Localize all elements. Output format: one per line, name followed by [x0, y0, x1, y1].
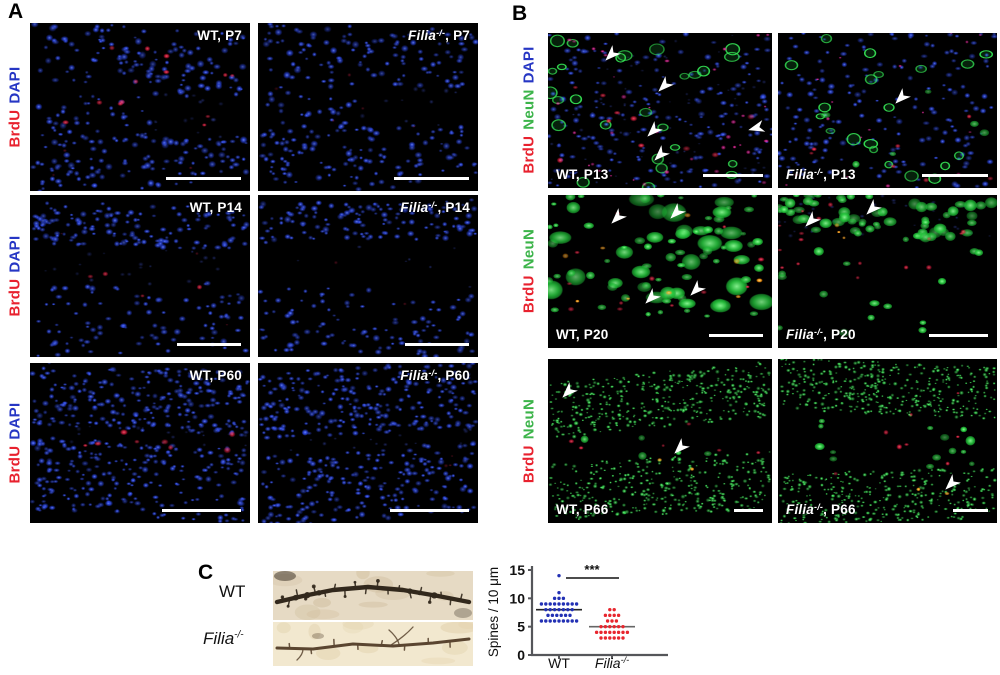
- scale-bar: [390, 509, 469, 512]
- svg-text:10: 10: [509, 590, 525, 606]
- stain-label: BrdUDAPI: [6, 66, 24, 148]
- micrograph-b-wt-p66: WT, P66: [548, 359, 772, 523]
- micrograph-label: WT, P60: [189, 368, 242, 383]
- dendrite-image-wt: [273, 571, 473, 620]
- stain-label: BrdUDAPI: [6, 402, 24, 484]
- stain-label: BrdUNeuN: [520, 228, 538, 314]
- scale-bar: [166, 177, 241, 180]
- micrograph-label: WT, P13: [556, 167, 609, 182]
- micrograph-a-wt-p14: WT, P14: [30, 195, 250, 357]
- micrograph-label: Filia-/-, P14: [400, 200, 470, 215]
- micrograph-label: WT, P14: [189, 200, 242, 215]
- micrograph-b-filia-p13: Filia-/-, P13: [778, 33, 997, 188]
- micrograph-a-filia-p14: Filia-/-, P14: [258, 195, 478, 357]
- micrograph-label: Filia-/-, P60: [400, 368, 470, 383]
- panel-c-wt-label: WT: [219, 582, 246, 601]
- svg-text:Filia-/-: Filia-/-: [595, 655, 629, 671]
- scale-bar: [953, 509, 988, 512]
- micrograph-b-wt-p13: WT, P13: [548, 33, 772, 188]
- scale-bar: [734, 509, 763, 512]
- dendrite-image-filia: [273, 622, 473, 666]
- micrograph-b-wt-p20: WT, P20: [548, 195, 772, 348]
- svg-text:5: 5: [517, 619, 525, 635]
- svg-text:15: 15: [509, 562, 525, 578]
- scale-bar: [394, 177, 469, 180]
- scale-bar: [709, 334, 763, 337]
- svg-text:***: ***: [584, 562, 600, 577]
- micrograph-a-filia-p60: Filia-/-, P60: [258, 363, 478, 523]
- micrograph-label: Filia-/-, P66: [786, 502, 856, 517]
- micrograph-label: Filia-/-, P20: [786, 327, 856, 342]
- micrograph-label: WT, P7: [197, 28, 242, 43]
- micrograph-label: WT, P20: [556, 327, 609, 342]
- micrograph-label: Filia-/-, P7: [408, 28, 470, 43]
- panel-a-letter: A: [8, 0, 24, 23]
- scale-bar: [177, 343, 241, 346]
- spine-density-scatter-plot: 0 5 10 15 Spines / 10 μm WT Filia-/- ***: [486, 562, 668, 671]
- scale-bar: [162, 509, 241, 512]
- scale-bar: [922, 174, 988, 177]
- stain-label: BrdUNeuNDAPI: [520, 46, 538, 174]
- panel-c-letter: C: [198, 561, 214, 584]
- micrograph-label: Filia-/-, P13: [786, 167, 856, 182]
- panel-c-filia-label: Filia-/-: [203, 629, 244, 648]
- scale-bar: [929, 334, 988, 337]
- micrograph-label: WT, P66: [556, 502, 609, 517]
- stain-label: BrdUNeuN: [520, 398, 538, 484]
- micrograph-a-filia-p7: Filia-/-, P7: [258, 23, 478, 191]
- svg-text:Spines / 10 μm: Spines / 10 μm: [486, 567, 501, 657]
- micrograph-a-wt-p60: WT, P60: [30, 363, 250, 523]
- svg-text:WT: WT: [548, 655, 570, 671]
- scale-bar: [703, 174, 763, 177]
- micrograph-b-filia-p66: Filia-/-, P66: [778, 359, 997, 523]
- panel-b-letter: B: [512, 2, 528, 25]
- micrograph-b-filia-p20: Filia-/-, P20: [778, 195, 997, 348]
- micrograph-a-wt-p7: WT, P7: [30, 23, 250, 191]
- svg-text:0: 0: [517, 647, 525, 663]
- scale-bar: [405, 343, 469, 346]
- stain-label: BrdUDAPI: [6, 235, 24, 317]
